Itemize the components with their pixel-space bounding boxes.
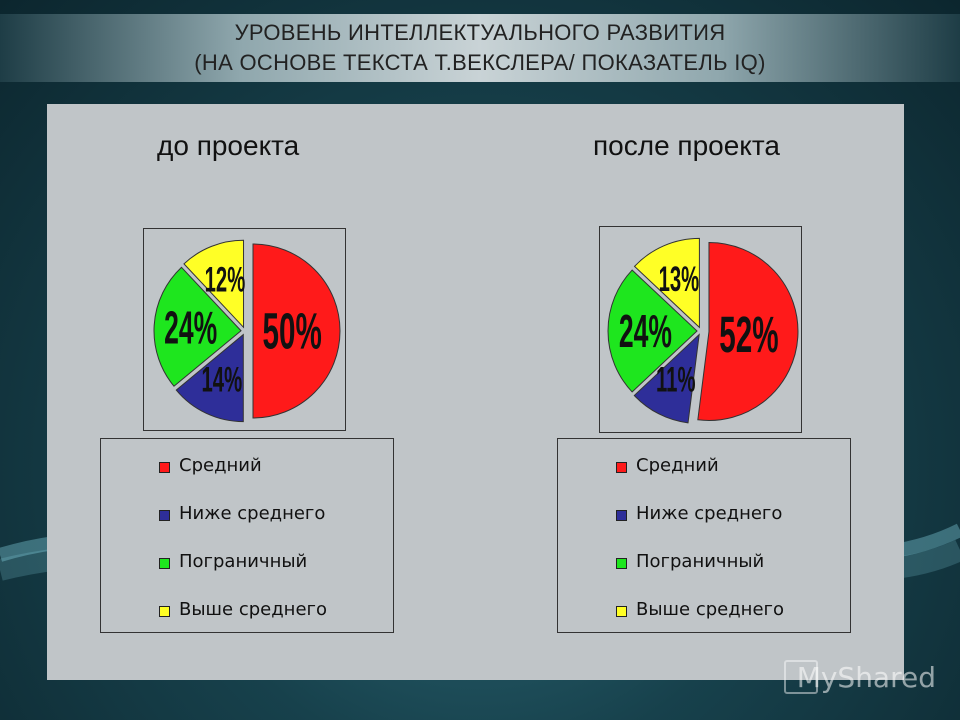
pie-slice-below-average	[633, 333, 700, 424]
pie-label-borderline: 24%	[164, 302, 217, 353]
title-band	[0, 14, 960, 82]
pie-label-borderline: 24%	[619, 305, 672, 356]
pie-chart-before: 50% 14% 24%12%	[153, 239, 341, 423]
pie-slice-above-average	[183, 239, 245, 329]
pie-slice-above-average	[633, 237, 700, 329]
slide-title-line-1: УРОВЕНЬ ИНТЕЛЛЕКТУАЛЬНОГО РАЗВИТИЯ	[234, 20, 726, 45]
legend-swatch-borderline	[159, 558, 170, 569]
chart-title-after: после проекта	[593, 130, 780, 161]
legend-label-borderline: Пограничный	[636, 551, 765, 572]
legend-label-average: Средний	[636, 455, 719, 476]
legend-after: Средний Ниже среднего Пограничный Выше сред…	[557, 438, 851, 633]
legend-before: Средний Ниже среднего Пограничный Выше сред…	[100, 438, 394, 633]
pie-slice-borderline	[607, 269, 698, 393]
pie-label-above-average: 13%	[659, 260, 700, 299]
watermark: MyShared	[796, 661, 936, 694]
pie-slice-below-average	[175, 333, 244, 423]
pie-frame-after: 52% 11% 24% 13%	[599, 226, 802, 433]
legend-label-below-average: Ниже среднего	[636, 503, 783, 524]
pie-chart-after: 52% 11% 24% 13%	[607, 237, 799, 424]
chart-title-before: до проекта	[157, 130, 300, 161]
pie-slice-average	[252, 243, 341, 419]
pie-label-below-average: 14%	[202, 361, 243, 400]
slide-title-line-2: (НА ОСНОВЕ ТЕКСТА Т.ВЕКСЛЕРА/ ПОКАЗАТЕЛЬ…	[194, 50, 766, 75]
legend-swatch-average	[159, 462, 170, 473]
pie-label-average: 50%	[263, 302, 322, 360]
pie-slice-average	[697, 242, 799, 421]
legend-label-borderline: Пограничный	[179, 551, 308, 572]
legend-label-above-average: Выше среднего	[636, 599, 784, 620]
pie-label-above-average: 12%	[205, 261, 246, 300]
legend-label-below-average: Ниже среднего	[179, 503, 326, 524]
pie-label-below-average: 11%	[656, 361, 695, 400]
legend-swatch-below-average	[616, 510, 627, 521]
legend-swatch-average	[616, 462, 627, 473]
legend-swatch-above-average	[159, 606, 170, 617]
legend-swatch-borderline	[616, 558, 627, 569]
legend-swatch-above-average	[616, 606, 627, 617]
pie-frame-before: 50% 14% 24% 12%	[143, 228, 346, 431]
pie-slice-borderline	[153, 266, 242, 387]
pie-label-average: 52%	[719, 305, 778, 363]
legend-label-above-average: Выше среднего	[179, 599, 327, 620]
legend-swatch-below-average	[159, 510, 170, 521]
legend-label-average: Средний	[179, 455, 262, 476]
watermark-icon	[784, 660, 818, 694]
chart-panel: до проекта после проекта 50% 14% 24% 12% 52…	[47, 104, 904, 680]
